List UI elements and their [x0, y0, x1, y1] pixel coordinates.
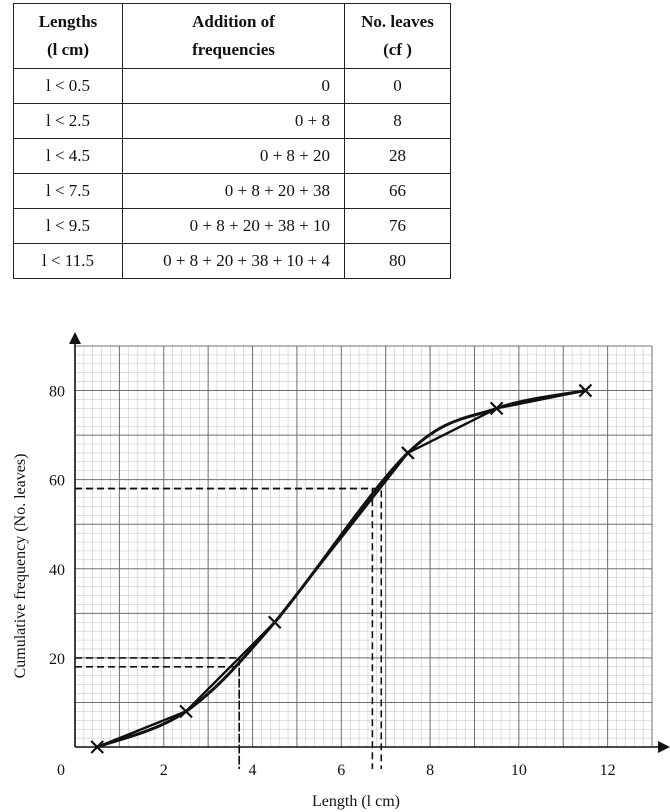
cell-cf: 28	[344, 138, 451, 174]
cell-cf: 66	[344, 173, 451, 209]
y-tick-label: 20	[49, 651, 65, 668]
y-tick-label: 40	[49, 562, 65, 579]
x-tick-label: 10	[511, 762, 527, 779]
cell-cf: 8	[344, 103, 451, 139]
data-point	[489, 401, 504, 416]
data-point-stroke	[489, 401, 504, 416]
cell-addition: 0 + 8 + 20	[122, 138, 345, 174]
header-lengths-line1: Lengths	[38, 12, 98, 31]
x-tick-label: 6	[337, 762, 345, 779]
header-lengths-line2: (l cm)	[46, 40, 89, 59]
y-tick-label: 80	[49, 384, 65, 401]
x-tick-label: 8	[426, 762, 434, 779]
axes	[69, 332, 670, 753]
header-leaves: No. leaves (cf )	[344, 3, 451, 69]
x-tick-label: 0	[57, 762, 65, 779]
cell-addition: 0 + 8	[122, 103, 345, 139]
table-row: l < 0.5 0 0	[13, 68, 451, 104]
data-point-stroke	[267, 615, 282, 630]
data-markers	[90, 383, 593, 754]
y-axis-arrow	[69, 332, 81, 344]
reading-line	[75, 665, 241, 769]
cell-addition: 0 + 8 + 20 + 38 + 10 + 4	[122, 243, 345, 279]
cell-cf: 80	[344, 243, 451, 279]
header-leaves-line2: (cf )	[383, 40, 412, 59]
data-point-stroke	[578, 383, 593, 398]
x-axis-label: Length (l cm)	[312, 793, 400, 810]
x-tick-label: 4	[249, 762, 257, 779]
grid-minor	[74, 345, 653, 748]
table-header-row: Lengths (l cm) Addition of frequencies N…	[13, 3, 451, 69]
data-point	[267, 615, 282, 630]
cell-length: l < 7.5	[13, 173, 123, 209]
data-point	[90, 740, 104, 754]
reading-line	[75, 487, 383, 769]
table-row: l < 4.5 0 + 8 + 20 28	[13, 138, 451, 174]
data-point-stroke	[90, 740, 104, 754]
data-point	[179, 704, 193, 719]
table-row: l < 7.5 0 + 8 + 20 + 38 66	[13, 173, 451, 209]
cumulative-frequency-table: Lengths (l cm) Addition of frequencies N…	[13, 3, 451, 279]
x-axis-arrow	[658, 741, 670, 753]
header-addition-line1: Addition of	[192, 12, 275, 31]
data-point	[578, 383, 593, 398]
y-axis-label: Cumulative frequency (No. leaves)	[12, 454, 29, 679]
cell-cf: 76	[344, 208, 451, 244]
cell-length: l < 0.5	[13, 68, 123, 104]
data-point-stroke	[179, 704, 193, 719]
cell-addition: 0 + 8 + 20 + 38	[122, 173, 345, 209]
reading-line	[75, 657, 241, 769]
grid-major	[74, 345, 653, 748]
y-tick-label: 60	[49, 473, 65, 490]
data-point-stroke	[401, 446, 415, 460]
x-tick-label: 12	[600, 762, 616, 779]
header-leaves-line1: No. leaves	[361, 12, 434, 31]
data-point	[401, 446, 415, 460]
table-row: l < 9.5 0 + 8 + 20 + 38 + 10 76	[13, 208, 451, 244]
x-tick-label: 2	[160, 762, 168, 779]
cell-cf: 0	[344, 68, 451, 104]
cell-addition: 0	[122, 68, 345, 104]
table-row: l < 11.5 0 + 8 + 20 + 38 + 10 + 4 80	[13, 243, 451, 279]
header-lengths: Lengths (l cm)	[13, 3, 123, 69]
reading-lines	[75, 487, 383, 769]
cell-length: l < 4.5	[13, 138, 123, 174]
header-addition: Addition of frequencies	[122, 3, 345, 69]
tick-labels: 0 2 4 6 8 10 12 20 40 60 80	[49, 384, 616, 779]
table-row: l < 2.5 0 + 8 8	[13, 103, 451, 139]
header-addition-line2: frequencies	[192, 40, 275, 59]
